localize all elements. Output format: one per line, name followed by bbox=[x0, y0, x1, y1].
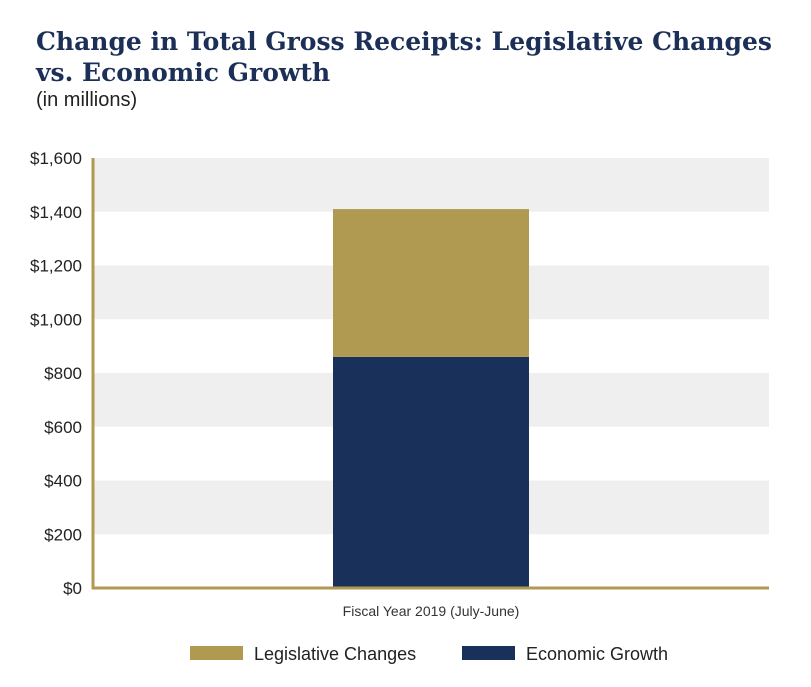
legend-swatch-economic-growth bbox=[462, 646, 515, 660]
y-tick-labels: $0 $200 $400 $600 $800 $1,000 $1,200 $1,400 $1,6… bbox=[30, 149, 82, 598]
y-tick-label: $400 bbox=[44, 472, 82, 491]
bar-economic-growth bbox=[333, 356, 529, 588]
y-tick-label: $800 bbox=[44, 364, 82, 383]
y-tick-label: $600 bbox=[44, 418, 82, 437]
legend: Legislative Changes Economic Growth bbox=[190, 644, 668, 664]
bar-legislative-changes bbox=[333, 209, 529, 357]
bar-segments bbox=[333, 209, 529, 588]
legend-label-economic-growth: Economic Growth bbox=[526, 644, 668, 664]
y-tick-label: $1,400 bbox=[30, 203, 82, 222]
y-tick-label: $0 bbox=[63, 579, 82, 598]
axes bbox=[91, 158, 769, 590]
y-tick-label: $200 bbox=[44, 525, 82, 544]
y-tick-label: $1,600 bbox=[30, 149, 82, 168]
x-category-labels: Fiscal Year 2019 (July-June) bbox=[343, 603, 520, 619]
chart-title: Change in Total Gross Receipts: Legislat… bbox=[36, 27, 772, 87]
legend-label-legislative-changes: Legislative Changes bbox=[254, 644, 416, 664]
x-tick-label: Fiscal Year 2019 (July-June) bbox=[343, 603, 520, 619]
y-tick-label: $1,200 bbox=[30, 257, 82, 276]
grid-band bbox=[93, 158, 769, 212]
chart-subtitle: (in millions) bbox=[36, 89, 138, 111]
legend-swatch-legislative-changes bbox=[190, 646, 243, 660]
y-tick-label: $1,000 bbox=[30, 310, 82, 329]
